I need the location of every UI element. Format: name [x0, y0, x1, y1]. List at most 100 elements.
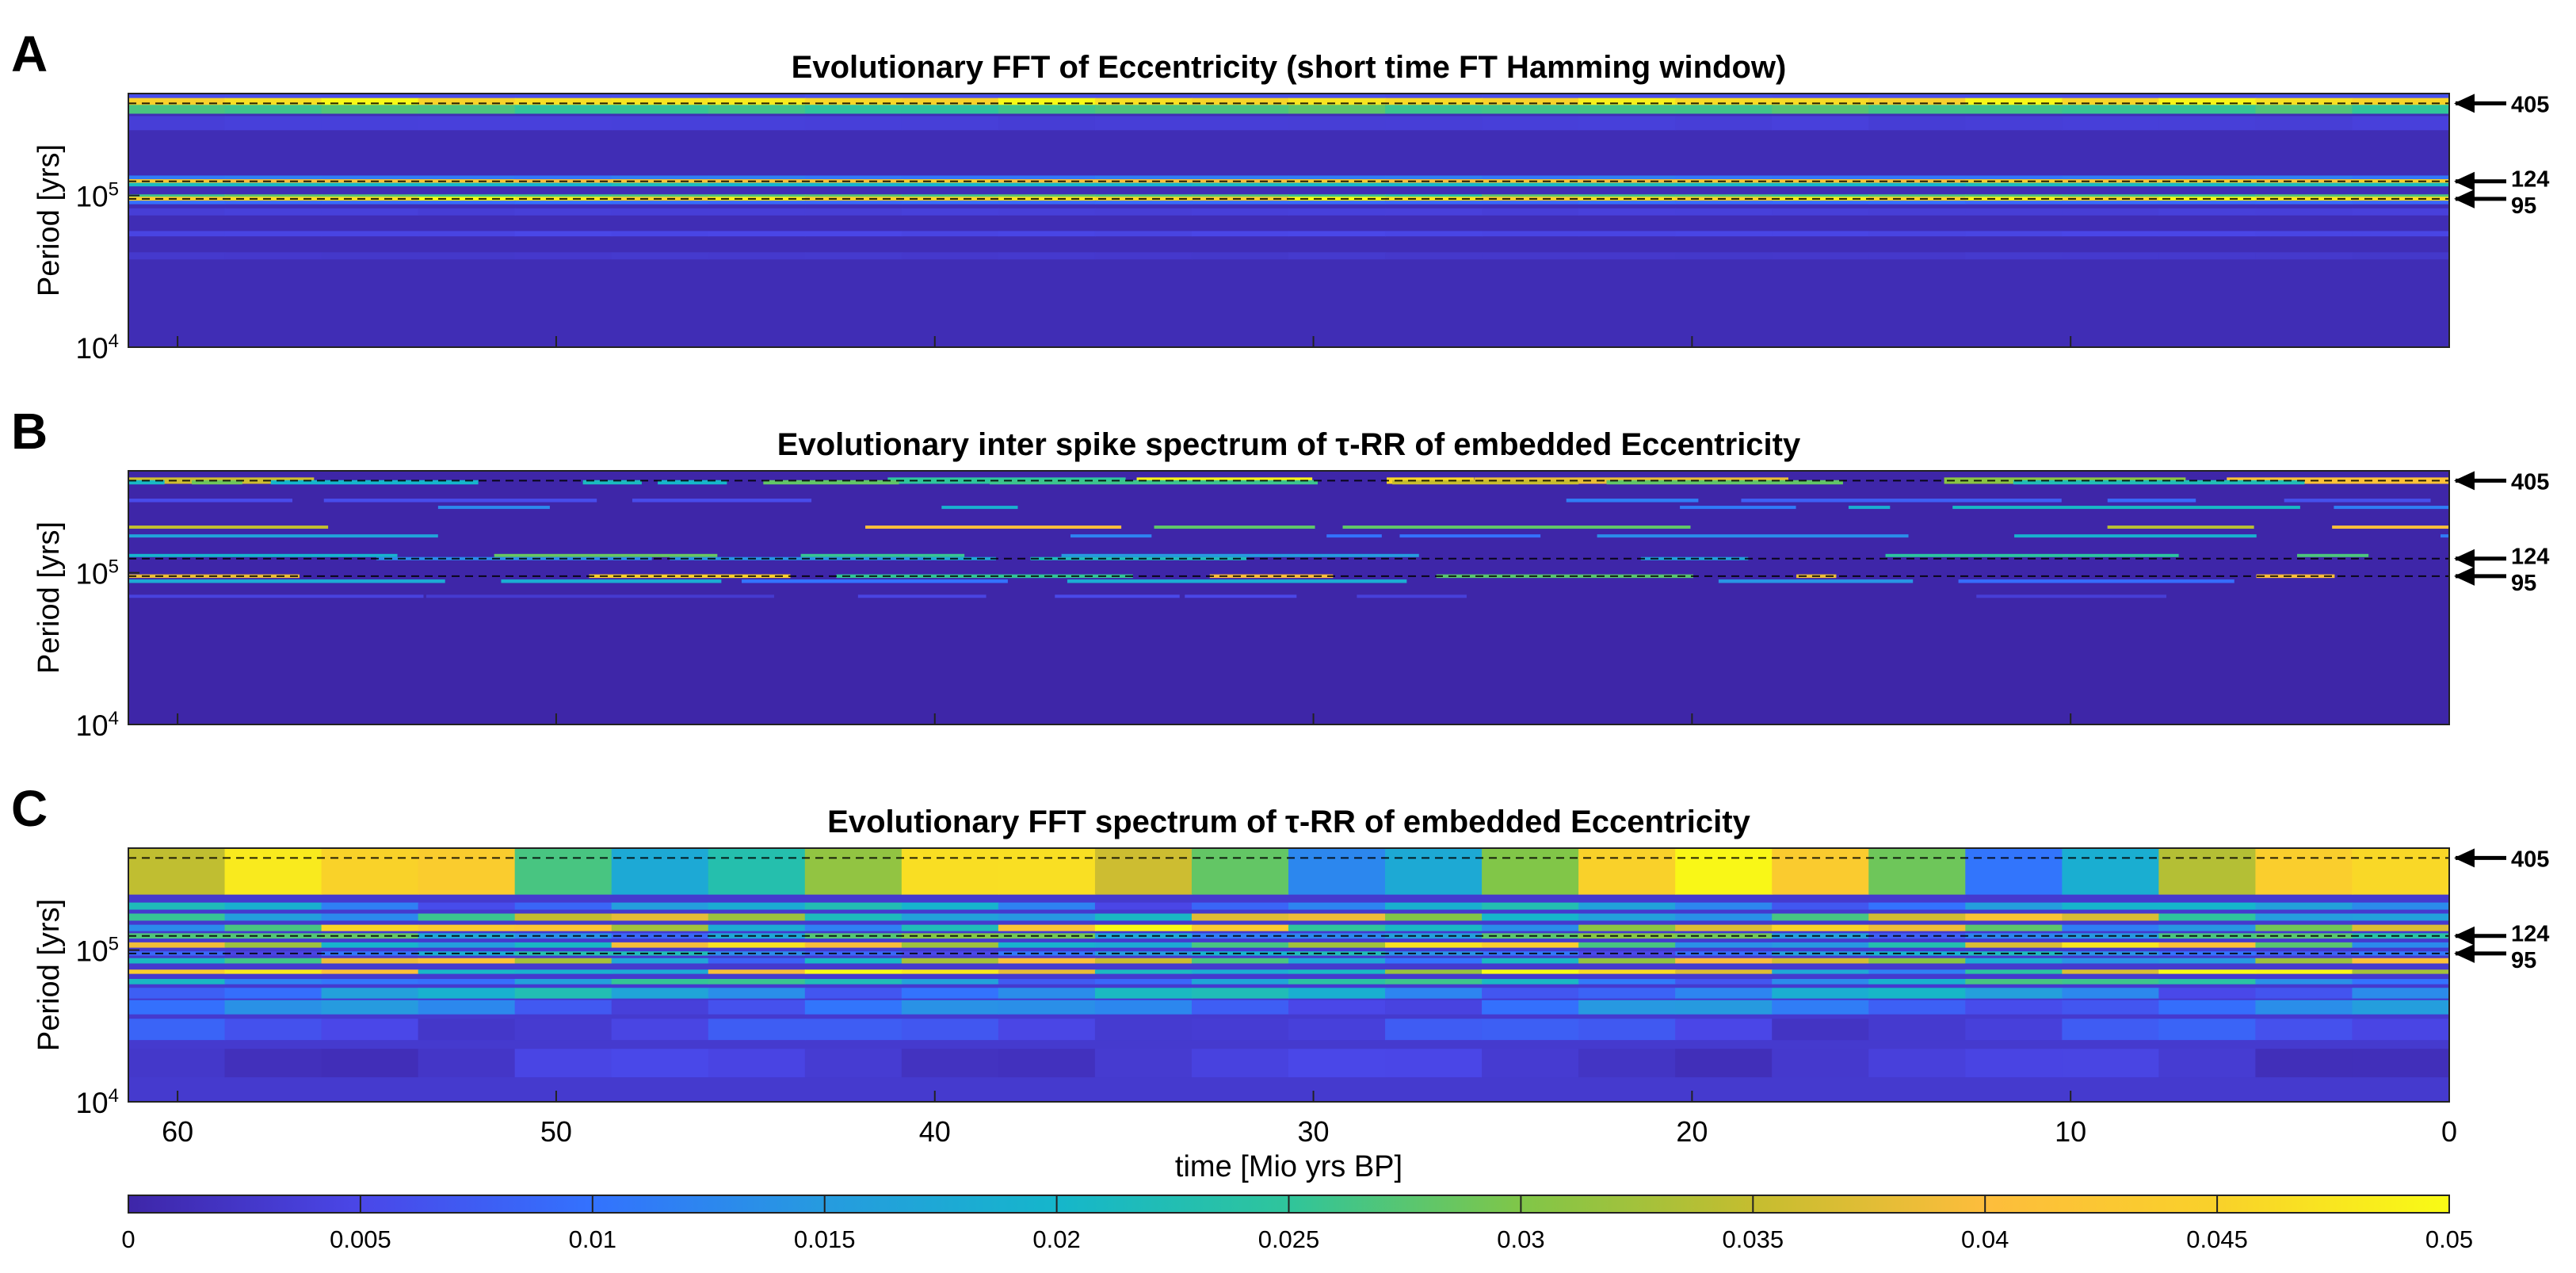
band-segment: [632, 499, 812, 503]
band-segment: [804, 1019, 903, 1041]
band-segment: [1868, 951, 1967, 956]
band-segment: [1385, 942, 1483, 948]
band-segment: [998, 913, 1096, 921]
spectral-band: [128, 252, 2449, 260]
spectral-band: [128, 194, 2449, 198]
band-segment: [1288, 94, 1387, 101]
band-segment: [804, 1000, 903, 1015]
band-segment: [1868, 197, 1967, 201]
band-segment: [2255, 105, 2353, 114]
band-segment: [514, 958, 613, 964]
band-segment: [1566, 499, 1699, 503]
reference-arrow: 124: [2454, 545, 2549, 570]
band-segment: [2158, 201, 2257, 205]
band-segment: [514, 913, 613, 921]
band-segment: [998, 252, 1096, 260]
colorbar: 0 0.005 0.01 0.015 0.02 0.025 0.03 0.035 0.04 0.0…: [121, 1195, 2473, 1253]
band-segment: [514, 94, 613, 101]
band-segment: [2352, 958, 2449, 964]
band-segment: [224, 902, 322, 910]
reference-arrow: 124: [2454, 922, 2549, 947]
band-segment: [2255, 848, 2353, 895]
heatmap: [128, 94, 2449, 347]
band-segment: [1288, 933, 1387, 939]
band-segment: [128, 1049, 226, 1078]
band-segment: [1482, 208, 1580, 216]
band-segment: [1868, 105, 1967, 114]
band-segment: [804, 848, 903, 895]
band-segment: [2352, 194, 2449, 198]
band-segment: [321, 231, 419, 237]
band-segment: [804, 969, 903, 974]
band-segment: [2107, 499, 2196, 503]
band-segment: [1868, 942, 1967, 948]
band-segment: [1288, 913, 1387, 921]
band-segment: [128, 913, 226, 921]
band-segment: [1675, 252, 1773, 260]
band-segment: [2062, 902, 2160, 910]
band-segment: [1191, 958, 1289, 964]
band-segment: [376, 556, 652, 560]
band-segment: [501, 579, 722, 583]
band-segment: [1326, 534, 1382, 538]
band-segment: [2255, 94, 2353, 101]
band-segment: [2062, 94, 2160, 101]
band-segment: [1868, 208, 1967, 216]
band-segment: [2062, 1049, 2160, 1078]
band-segment: [2013, 480, 2305, 485]
band-segment: [128, 194, 226, 198]
band-segment: [1288, 988, 1387, 999]
band-segment: [1965, 848, 2063, 895]
band-segment: [2158, 978, 2257, 984]
band-segment: [998, 116, 1096, 131]
band-segment: [1482, 201, 1580, 205]
band-segment: [611, 116, 709, 131]
band-segment: [2062, 969, 2160, 974]
band-segment: [1357, 594, 1467, 598]
band-segment: [224, 182, 322, 187]
band-segment: [2158, 208, 2257, 216]
band-segment: [1288, 231, 1387, 237]
band-segment: [1965, 208, 2063, 216]
band-segment: [1578, 94, 1677, 101]
band-segment: [998, 1000, 1096, 1015]
band-segment: [1675, 1049, 1773, 1078]
band-segment: [321, 969, 419, 974]
band-segment: [998, 1019, 1096, 1041]
spectral-band: [128, 579, 2234, 583]
band-segment: [514, 208, 613, 216]
band-segment: [514, 201, 613, 205]
band-segment: [901, 1000, 999, 1015]
band-segment: [1067, 579, 1407, 583]
band-segment: [1385, 1019, 1483, 1041]
band-segment: [708, 848, 806, 895]
band-segment: [418, 969, 516, 974]
band-segment: [1385, 231, 1483, 237]
band-segment: [2255, 201, 2353, 205]
reference-arrow: 124: [2454, 167, 2549, 193]
y-axis-label: Period [yrs]: [32, 899, 66, 1051]
band-segment: [1288, 951, 1387, 956]
band-segment: [1965, 1049, 2063, 1078]
band-segment: [1385, 194, 1483, 198]
band-segment: [804, 182, 903, 187]
band-segment: [1288, 1000, 1387, 1015]
band-segment: [418, 194, 516, 198]
band-segment: [128, 116, 226, 131]
band-segment: [1772, 933, 1870, 939]
band-segment: [2255, 969, 2353, 974]
y-tick-label: 105: [75, 934, 119, 968]
band-segment: [224, 951, 322, 956]
band-segment: [2255, 252, 2353, 260]
band-segment: [1772, 913, 1870, 921]
band-segment: [998, 94, 1096, 101]
spectral-band: [128, 988, 2449, 999]
y-tick-label: 104: [75, 708, 119, 742]
tick-exponent: 5: [109, 179, 119, 201]
band-segment: [1482, 94, 1580, 101]
band-segment: [128, 902, 226, 910]
band-segment: [2352, 942, 2449, 948]
band-segment: [708, 924, 806, 931]
band-segment: [1094, 1000, 1193, 1015]
band-segment: [1675, 1000, 1773, 1015]
